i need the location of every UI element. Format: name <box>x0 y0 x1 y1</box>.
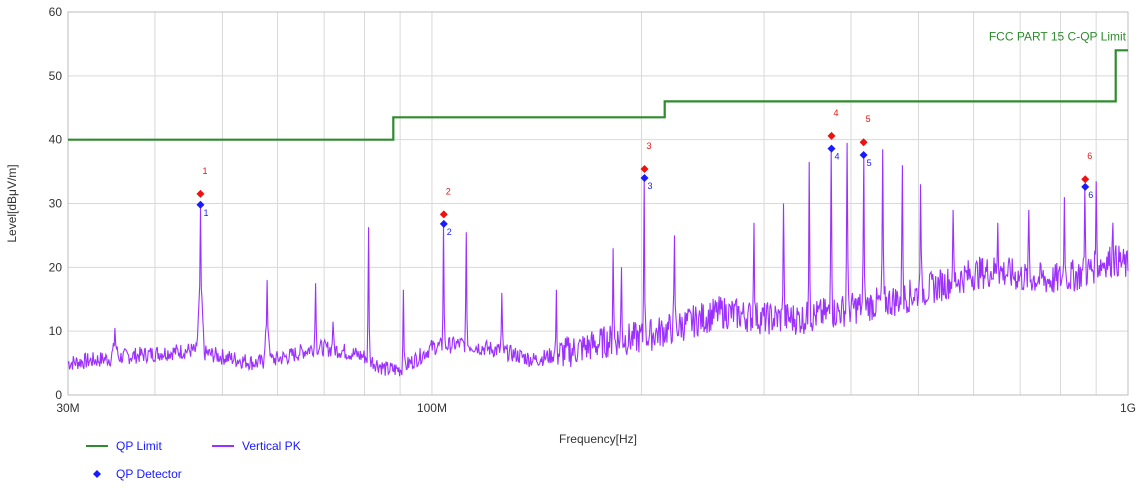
peak-marker-label: 1 <box>202 166 207 176</box>
y-tick-label: 60 <box>49 5 63 19</box>
grid <box>67 11 1129 396</box>
qp-marker-2 <box>439 219 448 228</box>
y-tick-label: 20 <box>49 260 63 274</box>
qp-marker-5 <box>859 150 868 159</box>
peak-marker-5 <box>859 138 868 147</box>
peak-marker-6 <box>1081 175 1090 184</box>
peak-marker-1 <box>196 189 205 198</box>
peak-marker-label: 2 <box>446 186 451 196</box>
qp-marker-3 <box>640 173 649 182</box>
y-axis-ticks: 0 10 20 30 40 50 60 <box>49 5 63 402</box>
qp-marker-label: 2 <box>447 227 452 237</box>
qp-marker-label: 6 <box>1088 190 1093 200</box>
x-tick-label: 30M <box>56 401 79 415</box>
y-axis-label: Level[dBμV/m] <box>5 164 19 242</box>
qp-marker-label: 1 <box>203 208 208 218</box>
x-axis-ticks: 30M 100M 1G <box>56 401 1136 415</box>
y-tick-label: 40 <box>49 133 63 147</box>
legend-label: QP Detector <box>116 467 182 481</box>
y-tick-label: 30 <box>49 197 63 211</box>
x-tick-label: 1G <box>1120 401 1136 415</box>
qp-marker-label: 5 <box>867 158 872 168</box>
qp-marker-1 <box>196 200 205 209</box>
peak-marker-label: 3 <box>646 141 651 151</box>
markers-group: 1 1 2 2 3 3 4 4 5 5 6 6 <box>196 108 1093 237</box>
qp-limit-line <box>68 49 1128 141</box>
qp-marker-label: 4 <box>835 152 840 162</box>
x-axis-label: Frequency[Hz] <box>559 432 637 446</box>
peak-marker-label: 5 <box>866 114 871 124</box>
legend: QP Limit Vertical PK QP Detector <box>86 439 301 481</box>
legend-swatch <box>93 470 101 478</box>
qp-limit-group <box>68 49 1128 141</box>
legend-label: QP Limit <box>116 439 162 453</box>
peak-marker-label: 4 <box>834 108 839 118</box>
peak-marker-2 <box>439 210 448 219</box>
qp-marker-4 <box>827 144 836 153</box>
x-tick-label: 100M <box>417 401 447 415</box>
limit-line-label: FCC PART 15 C-QP Limit <box>989 29 1127 43</box>
y-tick-label: 50 <box>49 69 63 83</box>
plot-frame <box>67 11 1129 396</box>
qp-marker-6 <box>1081 182 1090 191</box>
y-tick-label: 0 <box>55 388 62 402</box>
peak-marker-label: 6 <box>1087 151 1092 161</box>
peak-marker-3 <box>640 165 649 174</box>
vertical-pk-trace <box>67 142 1129 377</box>
vertical-pk-trace-group <box>67 142 1129 377</box>
legend-label: Vertical PK <box>242 439 301 453</box>
qp-marker-label: 3 <box>647 181 652 191</box>
peak-marker-4 <box>827 131 836 140</box>
y-tick-label: 10 <box>49 324 63 338</box>
